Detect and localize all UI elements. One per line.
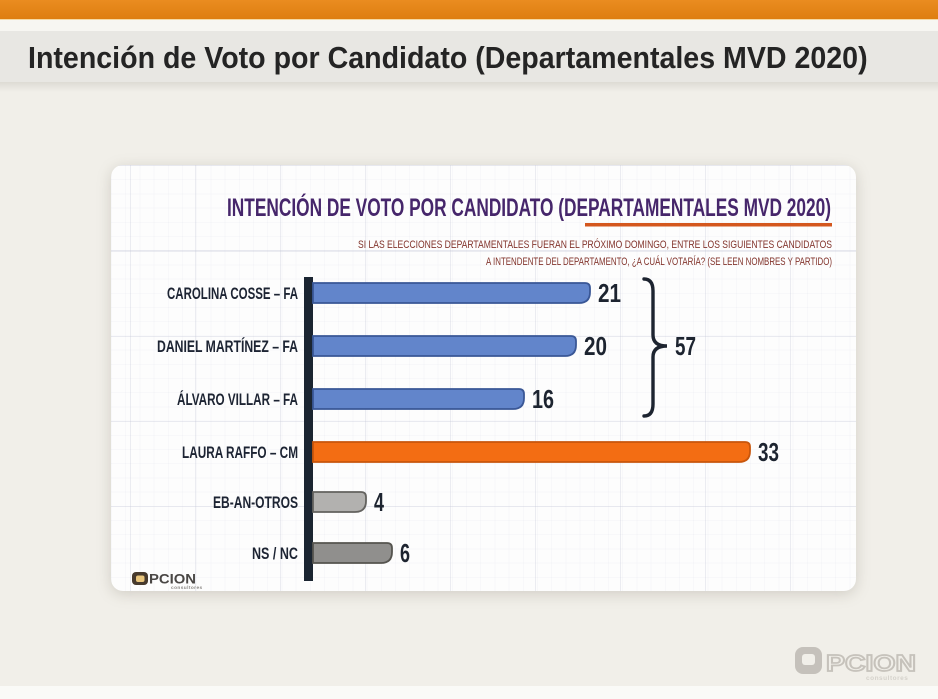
svg-text:PCION: PCION bbox=[149, 572, 196, 587]
svg-text:16: 16 bbox=[532, 386, 554, 414]
svg-text:ÁLVARO VILLAR – FA: ÁLVARO VILLAR – FA bbox=[177, 390, 298, 409]
svg-text:SI LAS ELECCIONES DEPARTAMENTA: SI LAS ELECCIONES DEPARTAMENTALES FUERAN… bbox=[358, 238, 832, 251]
svg-text:4: 4 bbox=[374, 489, 385, 517]
svg-text:21: 21 bbox=[598, 280, 621, 308]
svg-text:INTENCIÓN DE VOTO POR CANDIDAT: INTENCIÓN DE VOTO POR CANDIDATO (DEPARTA… bbox=[227, 192, 831, 222]
svg-text:LAURA RAFFO – CM: LAURA RAFFO – CM bbox=[182, 444, 298, 462]
svg-text:A INTENDENTE DEL DEPARTAMENTO,: A INTENDENTE DEL DEPARTAMENTO, ¿A CUÁL V… bbox=[486, 255, 832, 268]
svg-text:DANIEL MARTÍNEZ – FA: DANIEL MARTÍNEZ – FA bbox=[157, 337, 298, 356]
svg-text:20: 20 bbox=[584, 333, 607, 361]
svg-text:33: 33 bbox=[758, 439, 779, 467]
svg-text:CAROLINA COSSE – FA: CAROLINA COSSE – FA bbox=[167, 285, 298, 303]
svg-text:NS / NC: NS / NC bbox=[252, 545, 298, 563]
svg-text:EB-AN-OTROS: EB-AN-OTROS bbox=[213, 494, 298, 512]
svg-text:consultores: consultores bbox=[171, 585, 203, 591]
svg-text:PCION: PCION bbox=[826, 650, 916, 676]
svg-text:57: 57 bbox=[675, 333, 696, 361]
svg-text:consultores: consultores bbox=[866, 675, 908, 682]
svg-text:6: 6 bbox=[400, 540, 410, 568]
